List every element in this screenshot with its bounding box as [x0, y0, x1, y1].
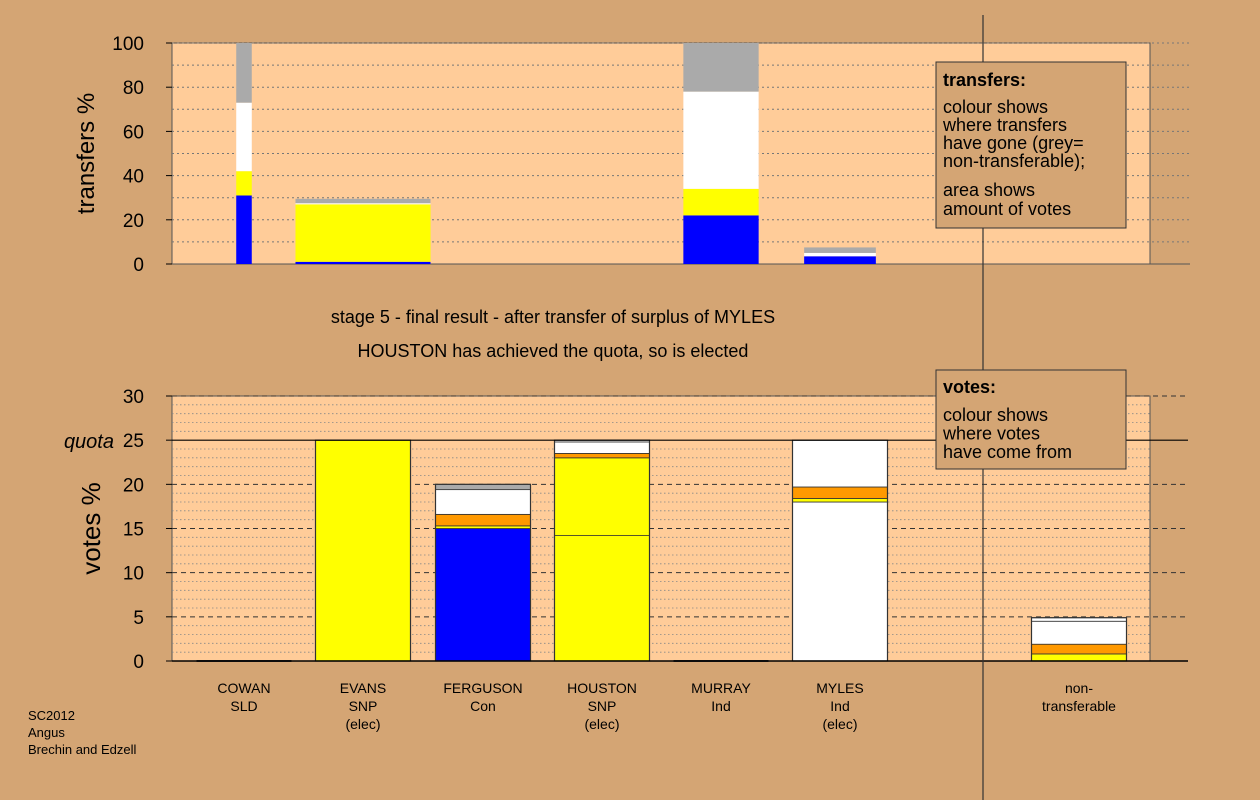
votes-bar-segment	[1031, 653, 1127, 662]
votes-bar-segment	[435, 528, 531, 662]
votes-legend-title: votes:	[943, 377, 996, 397]
transfers-bar-segment	[295, 261, 431, 264]
transfers-bar-segment	[236, 195, 252, 264]
transfers-ytick-label: 0	[133, 255, 144, 276]
votes-bar-segment	[554, 453, 650, 459]
candidate-name: HOUSTON	[567, 680, 637, 696]
votes-legend-text: where votes	[942, 424, 1040, 444]
votes-bar	[553, 439, 651, 662]
transfers-ylabel: transfers %	[73, 93, 100, 214]
candidate-status: (elec)	[584, 716, 619, 732]
transfers-bar-segment	[804, 247, 876, 253]
votes-ylabel: votes %	[76, 482, 106, 575]
votes-bar	[434, 483, 532, 662]
candidate-party: Con	[470, 698, 496, 714]
caption-line1: stage 5 - final result - after transfer …	[331, 307, 775, 327]
votes-bar-segment	[792, 501, 888, 662]
votes-ytick-label: 25	[123, 431, 144, 452]
votes-bar-segment	[792, 439, 888, 488]
votes-bar-segment	[315, 439, 411, 662]
transfers-bar-segment	[236, 171, 252, 196]
votes-bar	[1030, 617, 1128, 662]
votes-bar	[314, 439, 412, 662]
transfers-bar-segment	[236, 43, 252, 103]
transfers-legend-text: colour shows	[943, 97, 1048, 117]
votes-bar-segment	[554, 535, 650, 662]
transfers-legend-text: non-transferable);	[943, 151, 1085, 171]
candidate-party: SLD	[230, 698, 257, 714]
votes-bar-segment	[1031, 620, 1127, 645]
transfers-legend-text: have gone (grey=	[943, 133, 1084, 153]
transfers-legend-text: amount of votes	[943, 199, 1071, 219]
votes-ytick-label: 20	[123, 475, 144, 496]
transfers-ytick-label: 100	[112, 34, 144, 55]
votes-legend-text: colour shows	[943, 405, 1048, 425]
candidate-party: SNP	[349, 698, 378, 714]
transfers-bar-segment	[683, 43, 759, 92]
votes-bar-segment	[792, 498, 888, 503]
candidate-party: Ind	[830, 698, 849, 714]
transfers-ytick-label: 60	[123, 122, 144, 143]
votes-bar-segment	[1031, 643, 1127, 655]
candidate-status: (elec)	[345, 716, 380, 732]
votes-ytick-label: 15	[123, 520, 144, 541]
votes-bar	[791, 439, 889, 662]
transfers-bar-segment	[683, 188, 759, 216]
candidate-name: MURRAY	[691, 680, 751, 696]
votes-bar-segment	[792, 486, 888, 499]
transfers-bar-segment	[295, 203, 431, 205]
candidate-name: non-	[1065, 680, 1093, 696]
candidate-status: (elec)	[822, 716, 857, 732]
transfers-bar-segment	[236, 102, 252, 172]
votes-ytick-label: 10	[123, 564, 144, 585]
transfers-ytick-label: 80	[123, 78, 144, 99]
votes-bar-segment	[554, 457, 650, 536]
votes-ytick-label: 5	[133, 608, 144, 629]
candidate-name: COWAN	[217, 680, 270, 696]
candidate-name: EVANS	[340, 680, 386, 696]
votes-bar-segment	[554, 441, 650, 454]
candidate-name: FERGUSON	[443, 680, 522, 696]
candidate-party: SNP	[588, 698, 617, 714]
transfers-bar-segment	[804, 256, 876, 264]
transfers-bar-segment	[683, 215, 759, 264]
votes-bar-segment	[435, 513, 531, 527]
transfers-bar-segment	[295, 198, 431, 204]
transfers-legend-text: where transfers	[942, 115, 1067, 135]
footer-line2: Angus	[28, 725, 65, 740]
transfers-bar-segment	[295, 204, 431, 262]
votes-legend-text: have come from	[943, 442, 1072, 462]
candidate-party: Ind	[711, 698, 730, 714]
quota-label: quota	[64, 431, 114, 453]
transfers-legend-title: transfers:	[943, 70, 1026, 90]
votes-ytick-label: 30	[123, 387, 144, 408]
footer-line1: SC2012	[28, 708, 75, 723]
votes-legend-box	[935, 369, 1127, 470]
caption-line2: HOUSTON has achieved the quota, so is el…	[358, 341, 749, 361]
transfers-legend-box	[935, 61, 1127, 229]
votes-ytick-label: 0	[133, 652, 144, 673]
votes-chart: 0 5 10 15 20 25 30 votes % quota COWAN SLD EVANS SNP…	[64, 387, 1188, 732]
transfers-bar-segment	[804, 252, 876, 257]
candidate-party: transferable	[1042, 698, 1116, 714]
transfers-ytick-label: 40	[123, 167, 144, 188]
votes-bar-segment	[435, 489, 531, 515]
votes-bar-segment	[435, 483, 531, 491]
candidate-name: MYLES	[816, 680, 863, 696]
footer-line3: Brechin and Edzell	[28, 742, 137, 757]
transfers-ytick-label: 20	[123, 211, 144, 232]
transfers-legend-text: area shows	[943, 180, 1035, 200]
transfers-bar-segment	[683, 91, 759, 189]
